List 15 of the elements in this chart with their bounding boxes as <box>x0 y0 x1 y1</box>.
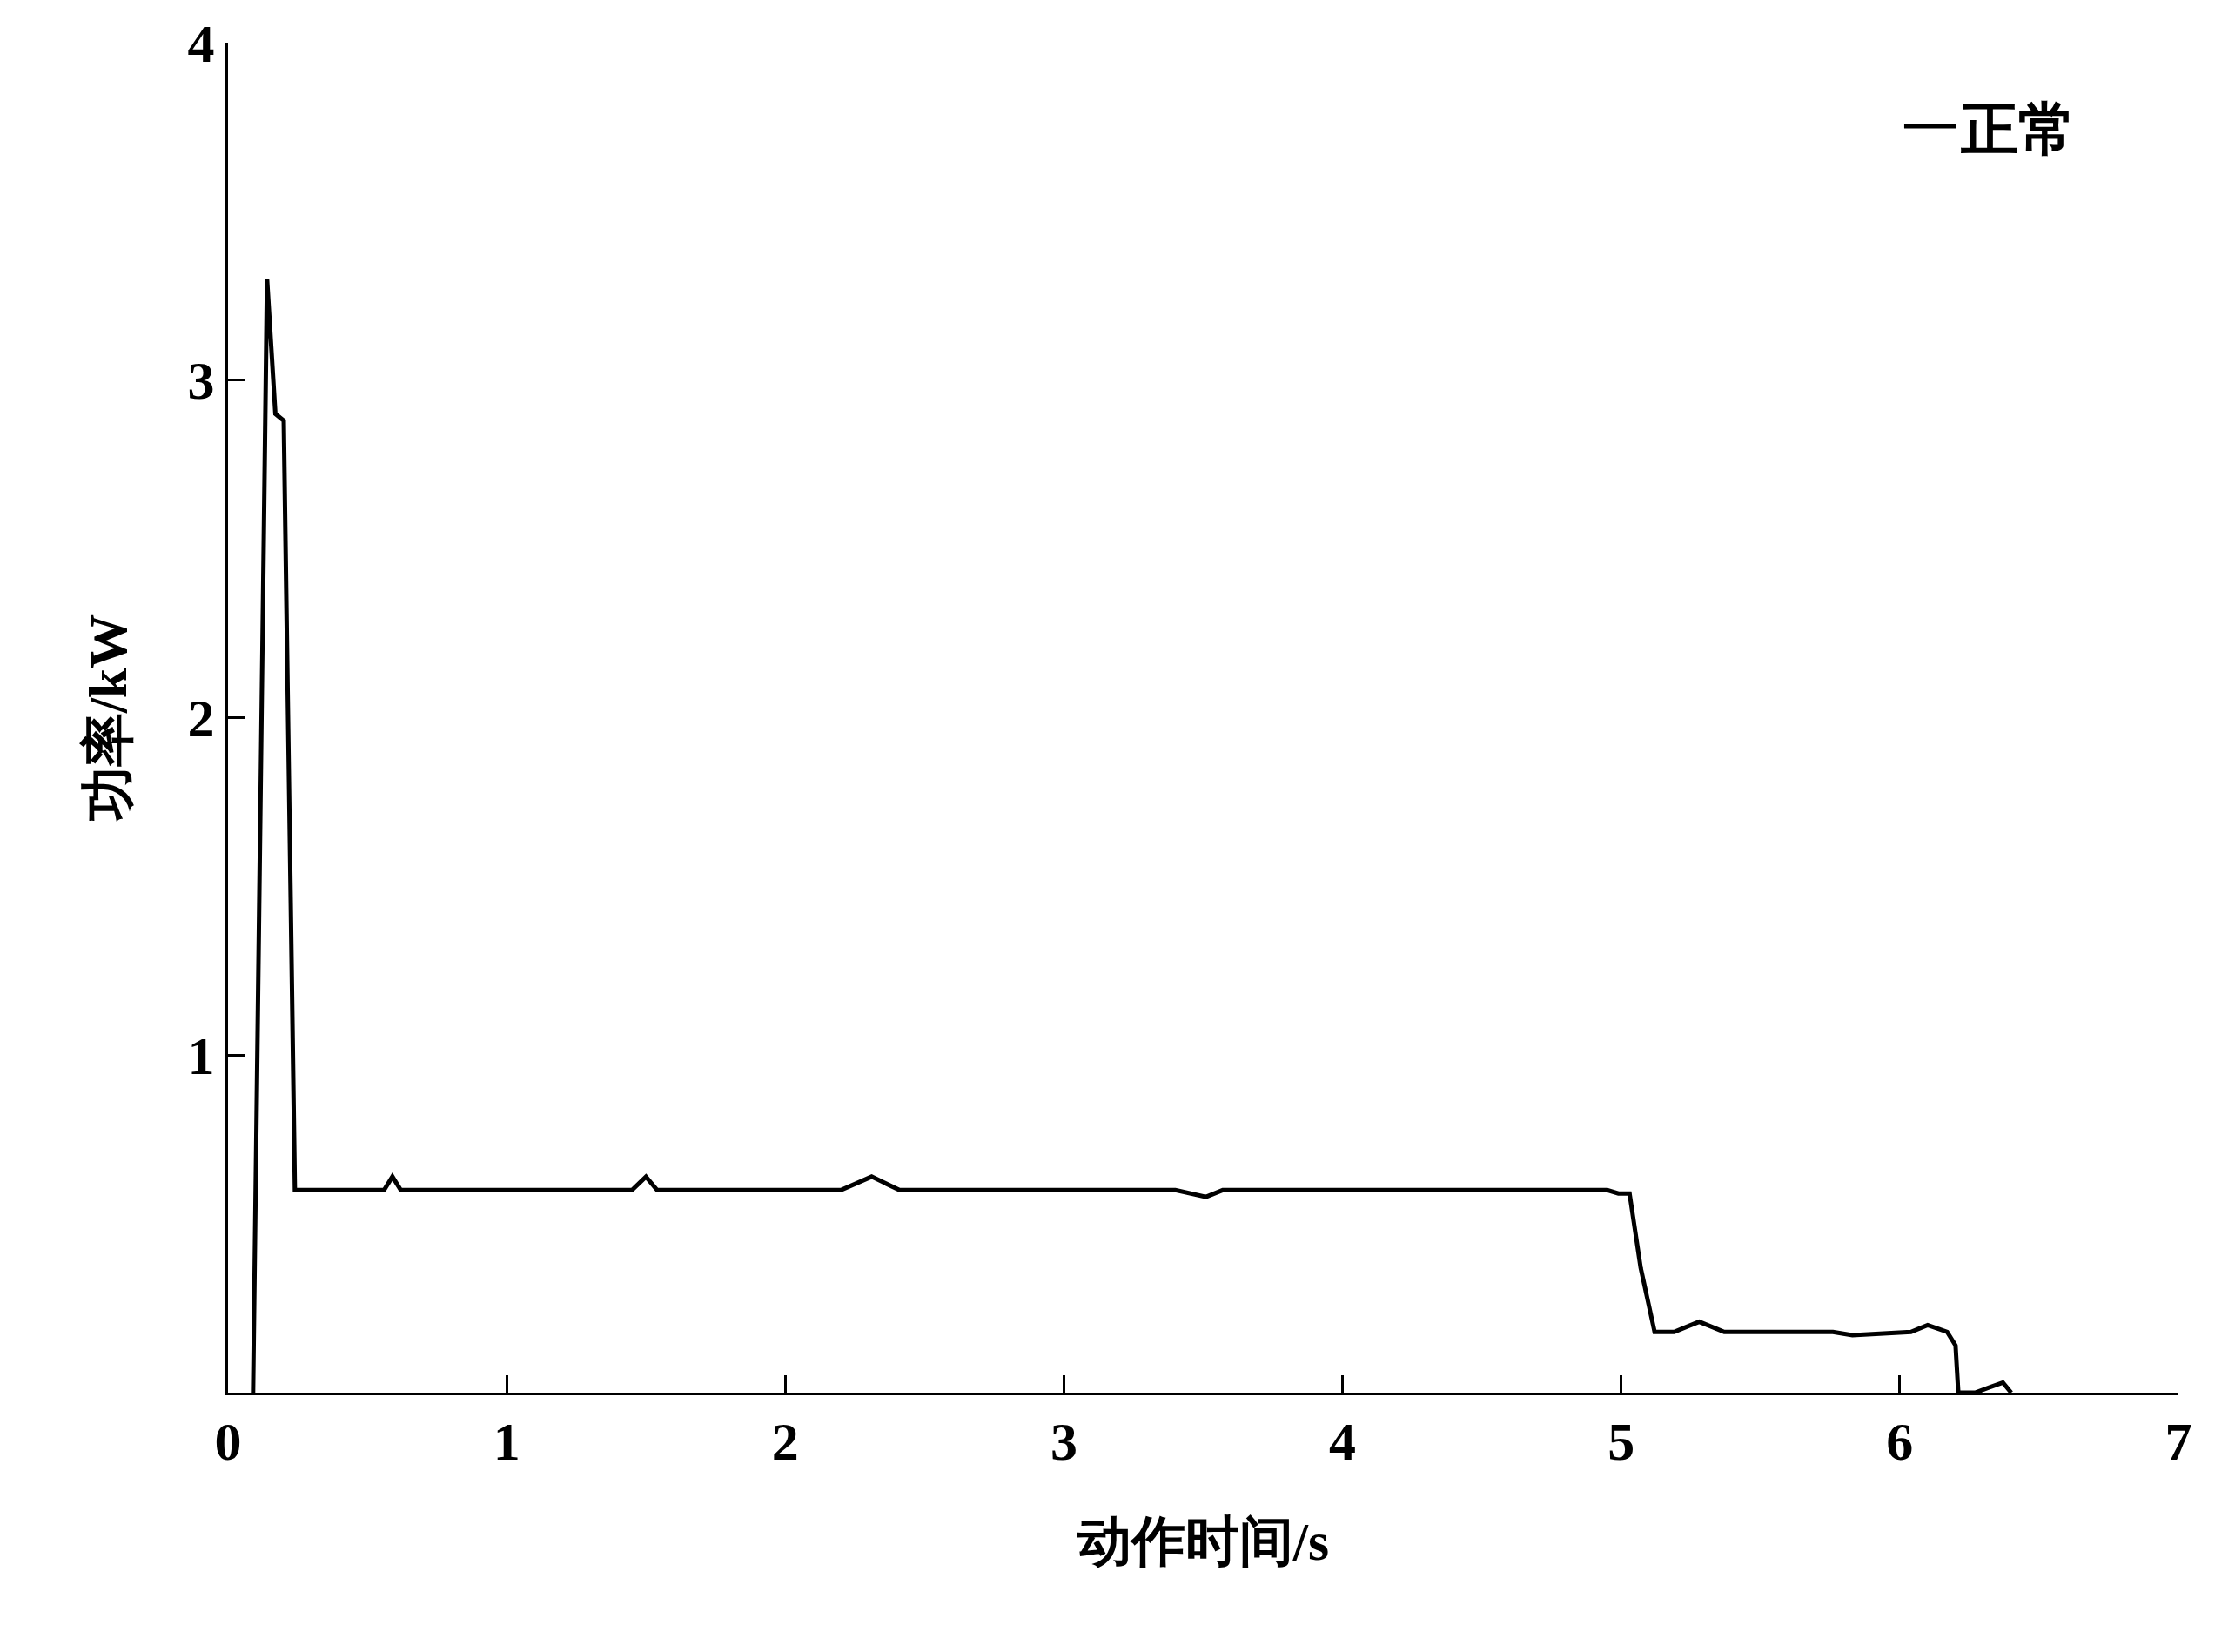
x-tick-label: 0 <box>214 1412 242 1472</box>
x-tick-label: 4 <box>1329 1412 1357 1472</box>
y-tick-label: 1 <box>187 1025 215 1085</box>
x-tick-label: 6 <box>1886 1412 1914 1472</box>
legend-label: 正常 <box>1959 97 2076 161</box>
x-tick-label: 3 <box>1050 1412 1077 1472</box>
x-tick-label: 7 <box>2165 1412 2192 1472</box>
x-tick-label: 5 <box>1607 1412 1635 1472</box>
x-axis-title: 动作时间/s <box>1076 1512 1330 1572</box>
y-tick-label: 4 <box>187 13 215 73</box>
y-tick-label: 2 <box>187 688 215 749</box>
y-tick-label: 3 <box>187 351 215 411</box>
y-axis-title: 功率/kW <box>78 614 138 823</box>
x-tick-label: 2 <box>771 1412 799 1472</box>
x-tick-label: 1 <box>493 1412 520 1472</box>
